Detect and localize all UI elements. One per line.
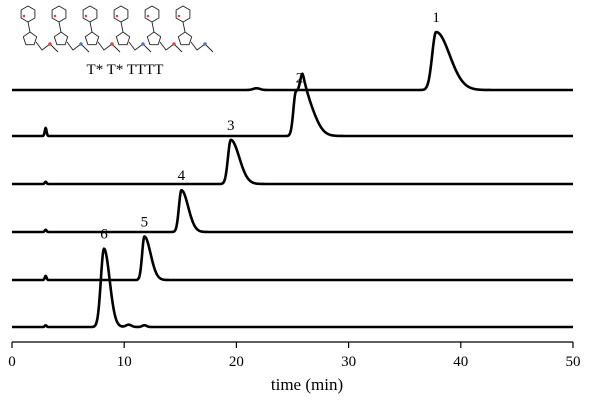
oxygen-atom — [115, 14, 119, 18]
trace-1 — [11, 30, 574, 92]
backbone-bond — [128, 41, 152, 53]
oxygen-atom — [53, 14, 57, 18]
peak-label-5: 5 — [141, 215, 149, 231]
bond — [58, 21, 62, 33]
molecule-label: T* T* TTTT — [87, 62, 164, 78]
phosphate-atom — [79, 42, 83, 46]
peak-label-3: 3 — [227, 118, 235, 134]
oxygen-atom — [22, 14, 26, 18]
bond — [89, 21, 93, 33]
oxygen-atom — [177, 14, 181, 18]
peak-label-2: 2 — [296, 71, 304, 87]
sugar-ring — [84, 31, 100, 46]
peak-label-group: 1 2 3 4 5 6 — [100, 10, 440, 243]
backbone-bond — [66, 41, 90, 53]
base-ring — [82, 5, 98, 23]
x-tick-label: 0 — [8, 354, 16, 370]
backbone-bond — [35, 41, 59, 53]
bond — [27, 21, 31, 33]
bond — [151, 21, 155, 33]
sugar-ring — [22, 31, 38, 46]
molecule-structure-image — [20, 5, 214, 53]
bond — [182, 21, 186, 33]
x-axis-label: time (min) — [271, 375, 343, 394]
base-ring — [20, 5, 36, 23]
phosphate-atom — [203, 42, 207, 46]
backbone-bond — [97, 41, 121, 53]
phosphate-atom — [48, 42, 52, 46]
bond — [120, 21, 124, 33]
sugar-ring — [53, 31, 69, 46]
x-tick-label: 20 — [229, 354, 244, 370]
phosphate-atom — [110, 42, 114, 46]
base-ring — [51, 5, 67, 23]
x-axis-ticks: 0 10 20 30 40 50 — [8, 342, 581, 370]
trace-6 — [11, 247, 574, 329]
peak-label-4: 4 — [178, 168, 186, 184]
trace-group — [11, 30, 574, 329]
peak-label-6: 6 — [100, 227, 108, 243]
trace-5 — [11, 235, 574, 282]
phosphate-atom — [141, 42, 145, 46]
x-tick-label: 10 — [117, 354, 132, 370]
sugar-ring — [177, 31, 193, 46]
x-tick-label: 40 — [453, 354, 468, 370]
base-ring — [113, 5, 129, 23]
x-tick-label: 50 — [566, 354, 581, 370]
base-ring — [175, 5, 191, 23]
x-tick-label: 30 — [341, 354, 356, 370]
trace-2 — [11, 72, 574, 138]
trace-4 — [11, 188, 574, 234]
backbone-bond — [159, 41, 183, 53]
backbone-bond — [190, 41, 214, 53]
peak-label-1: 1 — [432, 10, 440, 26]
trace-3 — [11, 138, 574, 186]
sugar-ring — [146, 31, 162, 46]
sugar-ring — [115, 31, 131, 46]
oxygen-atom — [146, 14, 150, 18]
base-ring — [144, 5, 160, 23]
phosphate-atom — [172, 42, 176, 46]
oxygen-atom — [84, 14, 88, 18]
